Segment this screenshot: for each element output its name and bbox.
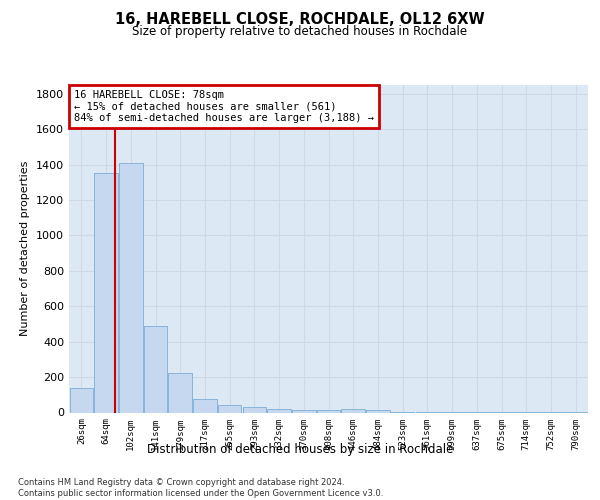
Text: 16 HAREBELL CLOSE: 78sqm
← 15% of detached houses are smaller (561)
84% of semi-: 16 HAREBELL CLOSE: 78sqm ← 15% of detach… (74, 90, 374, 123)
Bar (268, 410, 291, 412)
Text: Size of property relative to detached houses in Rochdale: Size of property relative to detached ho… (133, 25, 467, 38)
Bar (70, 388, 93, 412)
Bar (242, 407, 266, 412)
Bar (218, 404, 241, 412)
Bar (366, 410, 389, 412)
Bar (94, 172, 118, 412)
Bar (317, 410, 340, 412)
Bar (292, 410, 316, 412)
Bar (119, 163, 143, 412)
Text: Distribution of detached houses by size in Rochdale: Distribution of detached houses by size … (147, 442, 453, 456)
Text: Contains HM Land Registry data © Crown copyright and database right 2024.
Contai: Contains HM Land Registry data © Crown c… (18, 478, 383, 498)
Bar (193, 399, 217, 412)
Bar (169, 372, 192, 412)
Bar (144, 326, 167, 412)
Y-axis label: Number of detached properties: Number of detached properties (20, 161, 31, 336)
Bar (341, 409, 365, 412)
Text: 16, HAREBELL CLOSE, ROCHDALE, OL12 6XW: 16, HAREBELL CLOSE, ROCHDALE, OL12 6XW (115, 12, 485, 28)
